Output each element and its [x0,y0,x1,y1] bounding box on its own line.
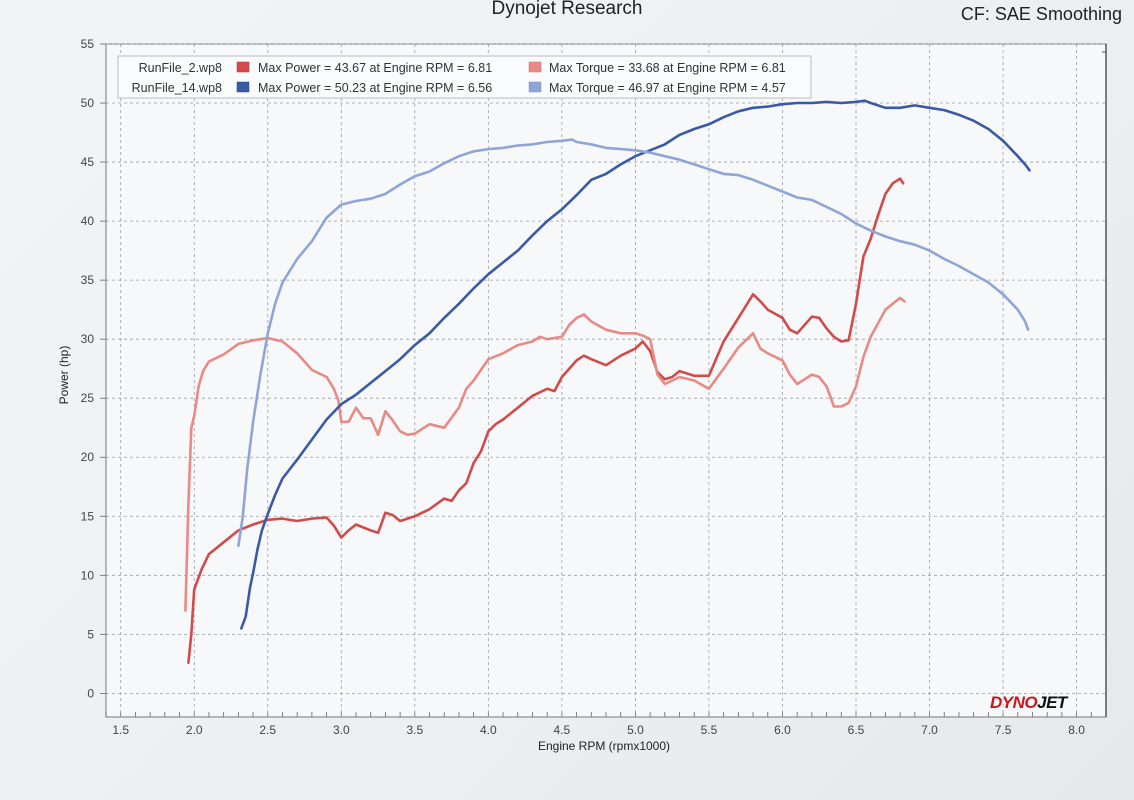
y-tick-label: 50 [81,96,95,110]
y-tick-label: 55 [81,37,95,51]
right-axis [1102,44,1107,717]
x-tick-label: 7.0 [921,723,938,737]
y-tick-label: 20 [81,450,95,464]
correction-factor-label: CF: SAE Smoothing [960,4,1122,24]
page-title: Dynojet Research [491,0,643,19]
x-tick-label: 5.5 [701,723,718,737]
x-tick-label: 3.0 [333,723,350,737]
series-line-red_torque [184,296,906,612]
y-tick-label: 45 [81,155,95,169]
y-tick-label: 10 [81,568,95,582]
x-tick-label: 4.0 [480,723,497,737]
y-tick-label: 5 [87,627,94,641]
y-tick-label: 40 [81,214,95,228]
legend-max-torque-1: Max Torque = 33.68 at Engine RPM = 6.81 [549,61,786,75]
y-axis-label: Power (hp) [57,346,71,405]
legend-swatch-red-power [236,61,250,73]
x-tick-label: 3.5 [406,723,423,737]
x-axis-label: Engine RPM (rpmx1000) [538,739,670,753]
x-tick-label: 6.0 [774,723,791,737]
series-line-red_power [187,177,905,664]
legend-run-2: RunFile_14.wp8 [132,81,222,95]
x-tick-label: 1.5 [112,723,129,737]
legend-swatch-blue-power [236,81,250,93]
y-tick-label: 25 [81,391,95,405]
legend-swatch-red-torque [528,61,542,73]
x-tick-labels: 1.5 2.0 2.5 3.0 3.5 4.0 4.5 5.0 5.5 6.0 6.5 7.0 7.5 8… [112,723,1085,737]
series-lines [184,99,1031,664]
x-tick-label: 4.5 [554,723,571,737]
y-tick-label: 15 [81,509,95,523]
x-tick-label: 2.0 [186,723,203,737]
grid [100,43,1107,717]
plot-area [105,43,1107,718]
x-tick-label: 8.0 [1068,723,1085,737]
legend-max-power-2: Max Power = 50.23 at Engine RPM = 6.56 [258,81,492,95]
y-tick-labels: 0 5 10 15 20 25 30 35 40 45 50 55 [81,37,95,700]
legend-swatch-blue-torque [528,81,542,93]
legend-max-power-1: Max Power = 43.67 at Engine RPM = 6.81 [258,61,492,75]
series-line-blue_power [240,99,1031,630]
series-line-blue_torque [237,138,1030,548]
x-tick-label: 6.5 [848,723,865,737]
y-tick-label: 0 [87,686,94,700]
x-tick-label: 7.5 [995,723,1012,737]
y-tick-label: 35 [81,273,95,287]
x-tick-label: 2.5 [259,723,276,737]
legend-max-torque-2: Max Torque = 46.97 at Engine RPM = 4.57 [549,81,786,95]
x-tick-label: 5.0 [627,723,644,737]
y-tick-label: 30 [81,332,95,346]
dynojet-logo: DYNOJET [990,693,1067,712]
legend: RunFile_2.wp8 Max Power = 43.67 at Engin… [117,55,812,99]
legend-run-1: RunFile_2.wp8 [139,61,222,75]
